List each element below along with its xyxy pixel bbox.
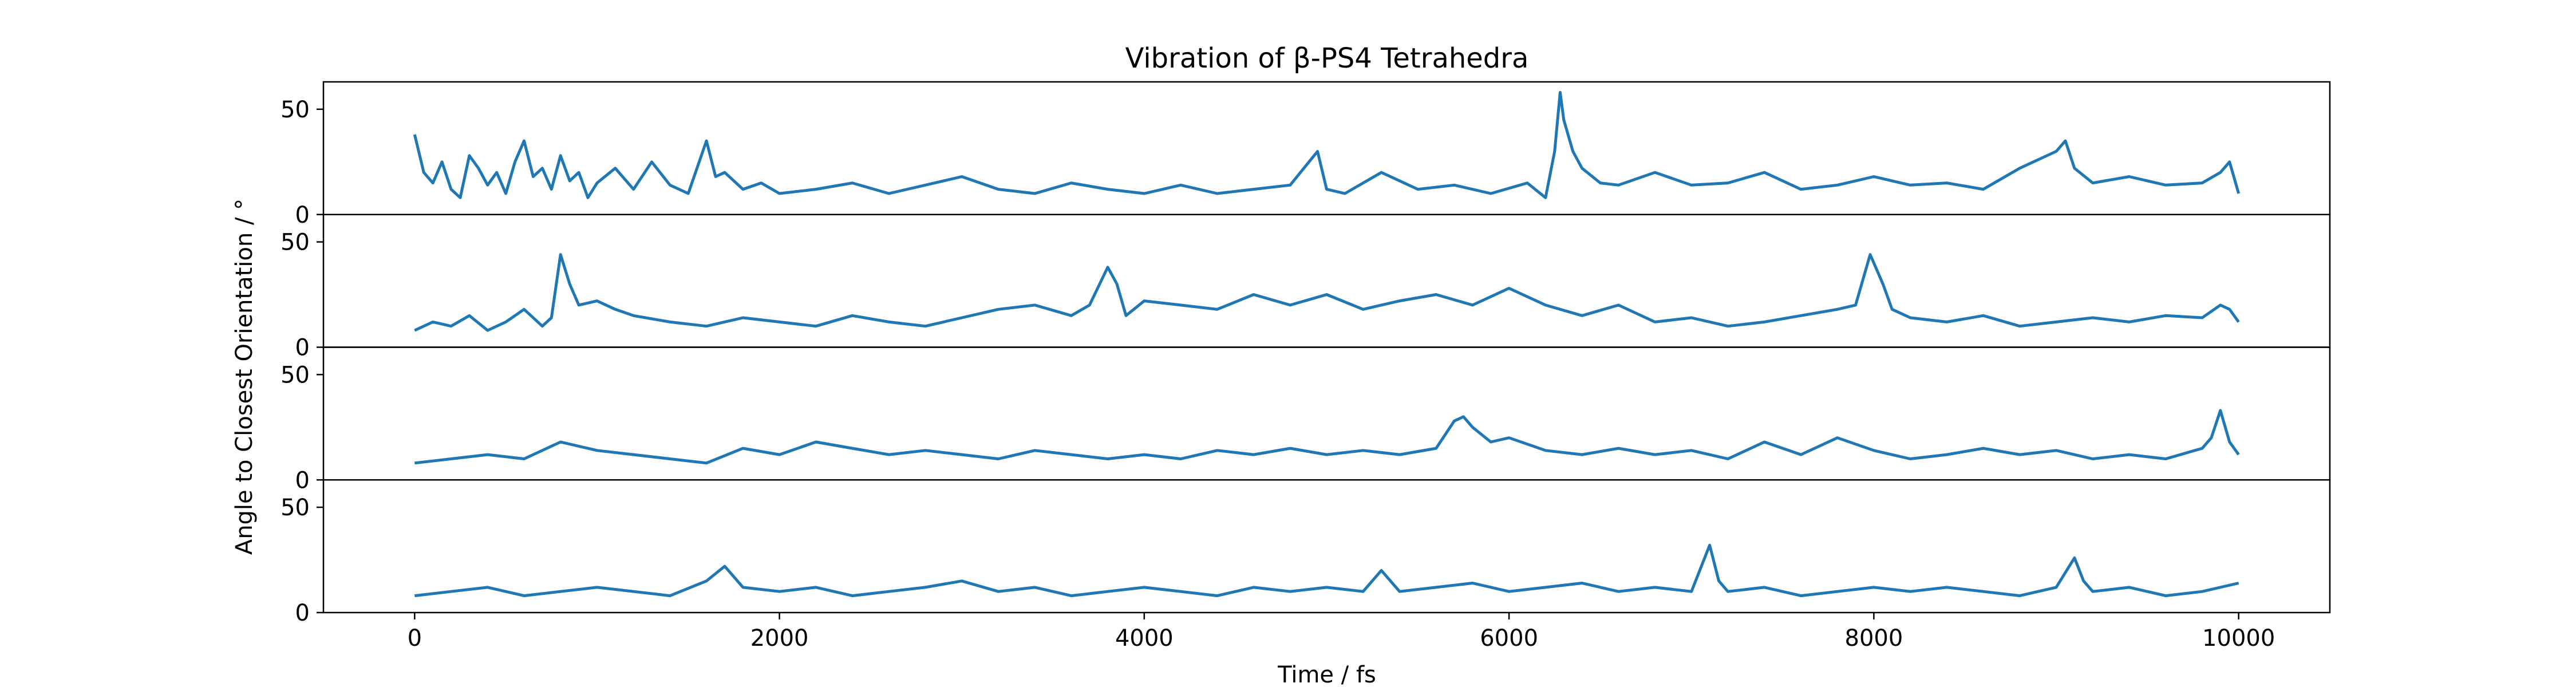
series-line-1 [413,90,2241,199]
subplot-4: 0 50 [280,479,2331,626]
x-tick-label-3: 6000 [1480,625,1538,652]
subplot-2: 0 50 [280,214,2331,361]
y-axis-title: Angle to Closest Orientation / ° [231,199,258,555]
subplot-frame-1 [322,81,2331,215]
x-tick-label-2: 4000 [1115,625,1174,652]
x-axis-title: Time / fs [1277,662,1376,687]
series-line-2 [414,253,2240,332]
y-tick-label-4-0: 0 [295,600,310,626]
x-tick-label-4: 8000 [1845,625,1903,652]
series-line-4 [414,543,2239,598]
subplot-1: 0 50 [280,81,2331,228]
series-line-3 [414,409,2240,465]
y-tick-label-1-0: 0 [295,202,310,228]
x-tick-label-5: 10000 [2202,625,2275,652]
y-tick-label-3-0: 0 [295,467,310,493]
x-tick-label-0: 0 [408,625,422,652]
subplot-frame-4 [322,479,2331,614]
y-tick-label-3-1: 50 [280,362,310,388]
subplot-3: 0 50 [280,346,2331,493]
y-tick-label-1-1: 50 [280,97,310,123]
subplot-frame-3 [322,346,2331,481]
chart-title: Vibration of β-PS4 Tetrahedra [1125,42,1529,74]
subplot-frame-2 [322,214,2331,348]
y-tick-label-4-1: 50 [280,495,310,521]
y-tick-label-2-1: 50 [280,230,310,256]
x-tick-label-1: 2000 [750,625,809,652]
y-tick-label-2-0: 0 [295,335,310,361]
